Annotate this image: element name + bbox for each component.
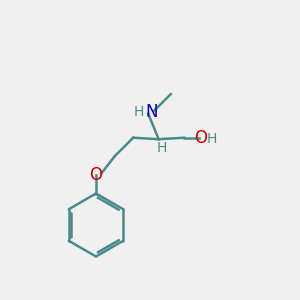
Text: H: H (134, 105, 144, 119)
Text: H: H (207, 132, 217, 146)
Text: O: O (89, 166, 103, 184)
Text: N: N (146, 103, 158, 121)
Text: H: H (157, 141, 167, 154)
Text: O: O (194, 129, 207, 147)
